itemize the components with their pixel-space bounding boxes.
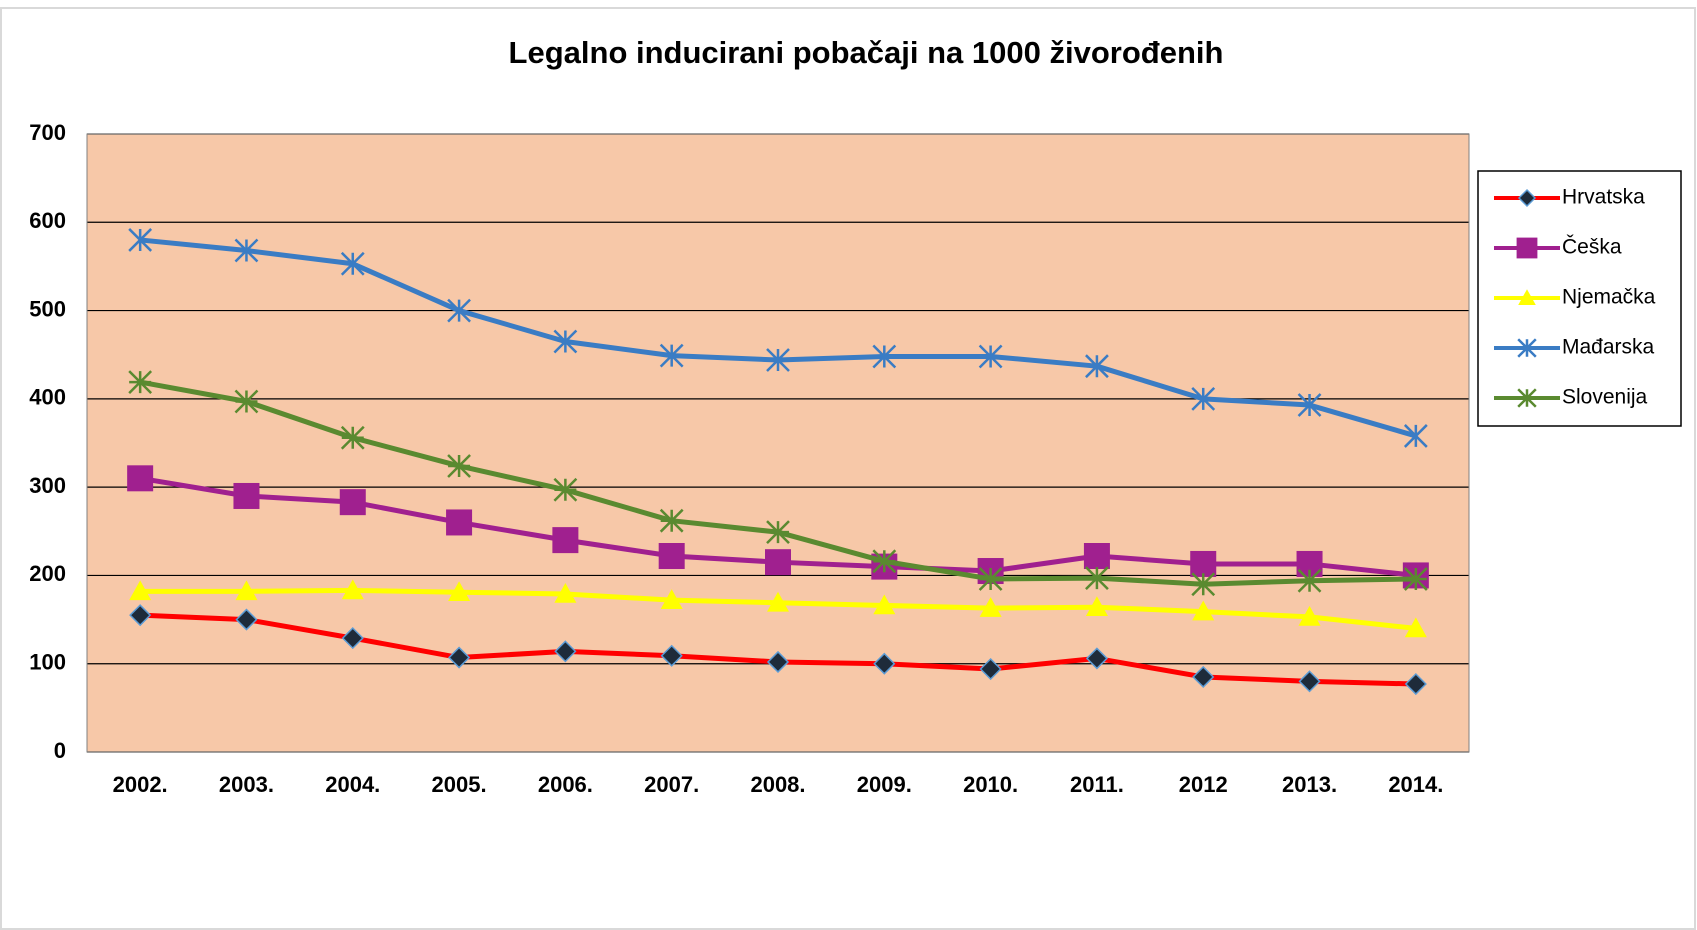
legend-label: Češka — [1562, 236, 1622, 259]
y-tick-label: 400 — [29, 385, 66, 410]
plot-area — [87, 134, 1469, 752]
marker — [1403, 567, 1428, 591]
marker — [1083, 543, 1110, 570]
x-tick-label: 2011. — [1070, 772, 1124, 797]
marker — [766, 348, 790, 372]
x-tick-label: 2014. — [1388, 772, 1443, 797]
marker — [766, 520, 790, 545]
x-tick-label: 2006. — [538, 772, 593, 797]
marker — [234, 389, 259, 414]
marker — [340, 425, 365, 450]
marker — [1517, 388, 1537, 408]
marker — [340, 251, 365, 276]
marker — [1297, 393, 1322, 417]
marker — [873, 594, 896, 615]
marker — [1404, 617, 1427, 638]
marker — [129, 604, 152, 627]
marker — [341, 627, 364, 650]
marker — [1192, 600, 1215, 621]
marker — [447, 454, 471, 478]
y-tick-label: 700 — [29, 120, 66, 145]
marker — [233, 482, 260, 509]
marker — [660, 644, 683, 667]
marker — [554, 640, 577, 663]
marker — [979, 597, 1002, 617]
legend-label: Hrvatska — [1562, 186, 1645, 209]
marker — [978, 344, 1003, 369]
marker — [1516, 237, 1538, 259]
marker — [448, 581, 471, 602]
y-tick-label: 300 — [29, 473, 66, 498]
marker — [1085, 596, 1108, 617]
marker — [1191, 572, 1216, 597]
x-tick-label: 2010. — [963, 772, 1018, 797]
marker — [127, 465, 154, 492]
marker — [979, 657, 1002, 681]
marker — [1517, 188, 1537, 208]
marker — [1085, 566, 1109, 590]
marker — [767, 591, 789, 612]
marker — [872, 549, 897, 574]
marker — [1190, 550, 1217, 577]
x-tick-label: 2005. — [432, 772, 487, 797]
marker — [1403, 424, 1428, 448]
marker — [339, 489, 366, 516]
marker — [554, 582, 577, 603]
marker — [659, 343, 684, 368]
marker — [1518, 289, 1536, 306]
x-tick-label: 2007. — [644, 772, 699, 797]
marker — [553, 477, 578, 502]
marker — [1192, 665, 1215, 689]
legend-label: Njemačka — [1562, 286, 1656, 309]
x-tick-label: 2009. — [857, 772, 912, 797]
y-tick-label: 0 — [54, 738, 66, 763]
marker — [1404, 672, 1427, 696]
x-tick-label: 2012 — [1179, 772, 1228, 797]
marker — [765, 549, 791, 576]
marker — [1298, 670, 1321, 693]
marker — [1297, 568, 1322, 593]
plot-border — [86, 133, 1470, 753]
marker — [448, 646, 471, 669]
x-tick-label: 2013. — [1282, 772, 1337, 797]
x-tick-label: 2003. — [219, 772, 274, 797]
marker — [658, 543, 685, 570]
marker — [446, 509, 473, 536]
marker — [1517, 338, 1537, 358]
marker — [552, 527, 579, 554]
marker — [341, 579, 364, 600]
x-tick-label: 2004. — [325, 772, 380, 797]
x-tick-label: 2008. — [750, 772, 805, 797]
marker — [129, 580, 152, 601]
legend-label: Slovenija — [1562, 386, 1648, 409]
marker — [1085, 647, 1108, 670]
y-tick-label: 600 — [29, 208, 66, 233]
x-tick-label: 2002. — [113, 772, 168, 797]
y-tick-label: 100 — [29, 650, 66, 675]
marker — [978, 567, 1003, 591]
y-tick-label: 500 — [29, 296, 66, 321]
marker — [128, 370, 153, 394]
marker — [553, 329, 578, 354]
marker — [872, 344, 897, 369]
marker — [1191, 386, 1216, 411]
marker — [234, 238, 259, 263]
marker — [447, 298, 471, 323]
marker — [1085, 354, 1109, 379]
marker — [766, 650, 790, 674]
chart-title: Legalno inducirani pobačaji na 1000 živo… — [509, 35, 1224, 70]
marker — [660, 589, 683, 609]
marker — [659, 508, 684, 533]
marker — [1298, 605, 1321, 626]
marker — [128, 228, 153, 252]
y-tick-label: 200 — [29, 561, 66, 586]
marker — [235, 580, 258, 601]
legend-label: Mađarska — [1562, 336, 1655, 359]
marker — [235, 608, 258, 631]
marker — [873, 652, 896, 675]
